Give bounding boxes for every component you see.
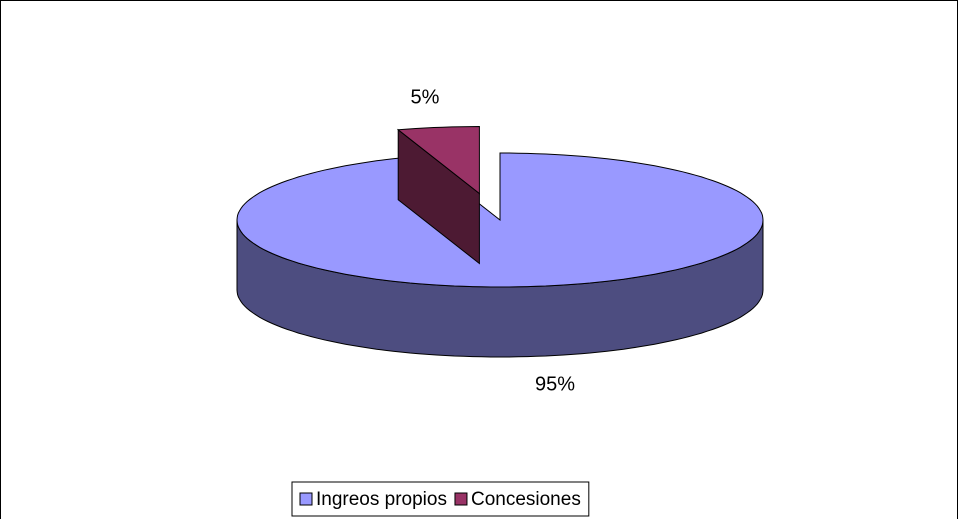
slice	[396, 125, 480, 195]
pie: 95% 5%	[236, 86, 764, 395]
legend: Ingreos propios Concesiones	[291, 481, 590, 517]
legend-label: Ingreos propios	[316, 489, 447, 510]
data-label: 95%	[535, 373, 575, 395]
legend-swatch	[454, 492, 468, 506]
slice	[236, 152, 764, 288]
legend-box	[291, 481, 590, 517]
legend-swatch	[299, 492, 313, 506]
data-label: 5%	[411, 86, 440, 108]
legend-label: Concesiones	[471, 489, 581, 510]
